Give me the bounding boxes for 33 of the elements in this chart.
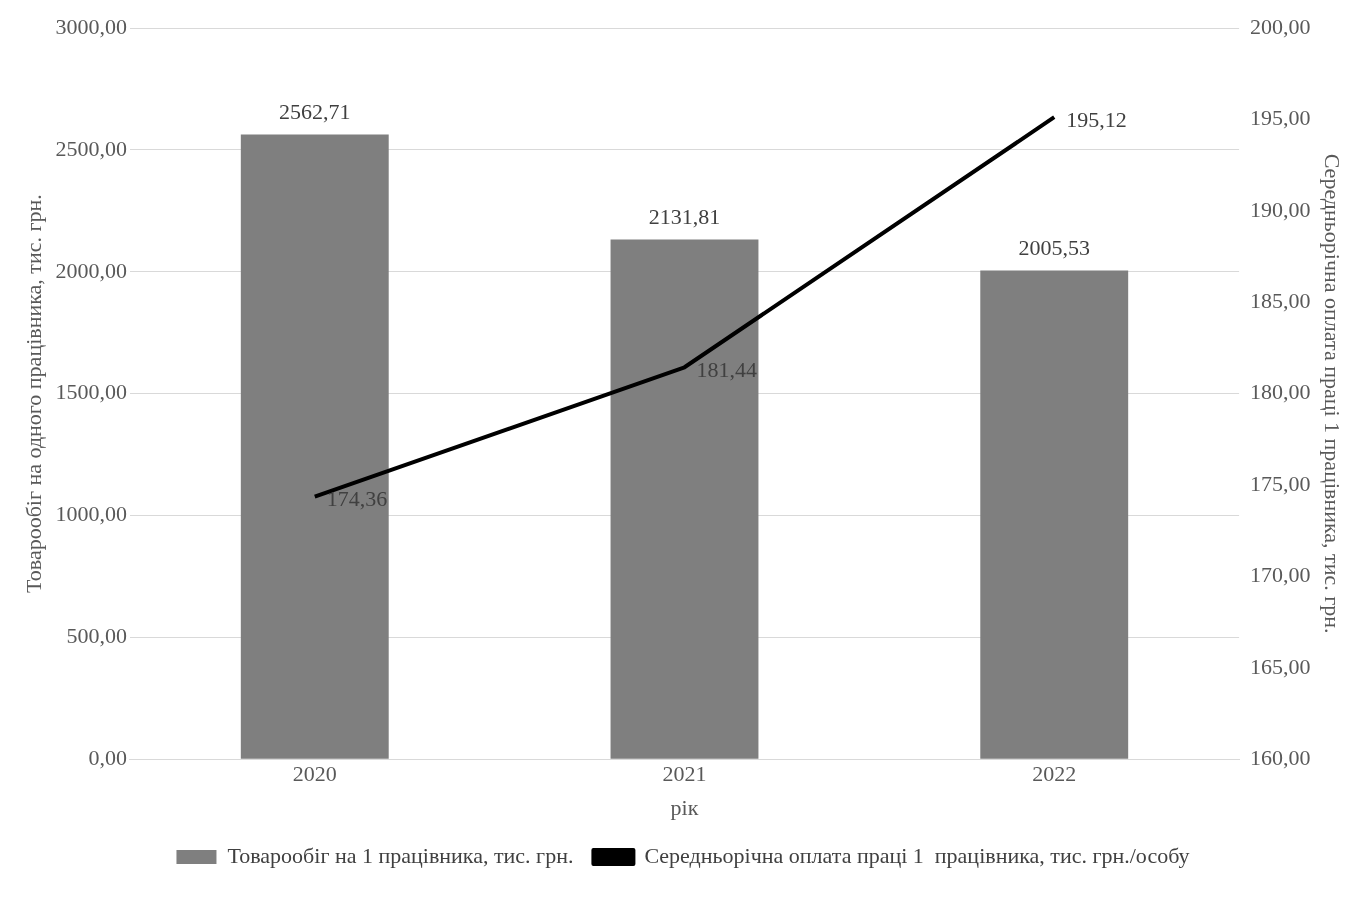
- y2-tick-label: 195,00: [1250, 105, 1311, 131]
- y2-tick-label: 190,00: [1250, 196, 1311, 222]
- legend-label: Товарообіг на 1 працівника, тис. грн.: [227, 842, 574, 868]
- x-tick-label: 2021: [662, 761, 707, 787]
- y-tick-label: 0,00: [88, 744, 127, 770]
- data-label: 181,44: [696, 357, 757, 383]
- bar: [240, 134, 389, 759]
- y-tick-label: 1500,00: [55, 379, 127, 405]
- data-label: 2131,81: [648, 204, 721, 230]
- x-tick-label: 2022: [1032, 761, 1077, 787]
- x-tick-label: 2020: [292, 761, 337, 787]
- y-tick-label: 500,00: [66, 623, 127, 649]
- bar: [610, 239, 759, 759]
- bar: [980, 270, 1129, 759]
- y2-tick-label: 175,00: [1250, 470, 1311, 496]
- y-tick-label: 2000,00: [55, 257, 127, 283]
- data-label: 2005,53: [1018, 235, 1090, 261]
- y-tick-label: 3000,00: [55, 13, 127, 39]
- y-tick-label: 2500,00: [55, 135, 127, 161]
- y-tick-label: 1000,00: [55, 501, 127, 527]
- y2-tick-label: 170,00: [1250, 562, 1311, 588]
- y-axis-title: Товарообіг на одного працівника, тис. грн.: [20, 194, 46, 593]
- y2-axis-title: Середньорічна оплата праці 1 працівника, тис. грн.: [1320, 153, 1346, 634]
- y2-tick-label: 180,00: [1250, 379, 1311, 405]
- legend-label: Середньорічна оплата праці 1 працівника, тис. грн./особу: [644, 842, 1190, 868]
- y2-tick-label: 185,00: [1250, 287, 1311, 313]
- data-label: 174,36: [326, 486, 388, 512]
- y2-tick-label: 160,00: [1250, 744, 1311, 770]
- x-axis-title: рік: [670, 794, 699, 820]
- y2-tick-label: 165,00: [1250, 653, 1311, 679]
- data-label: 195,12: [1066, 106, 1127, 132]
- data-label: 2562,71: [279, 99, 351, 125]
- y2-tick-label: 200,00: [1250, 13, 1311, 39]
